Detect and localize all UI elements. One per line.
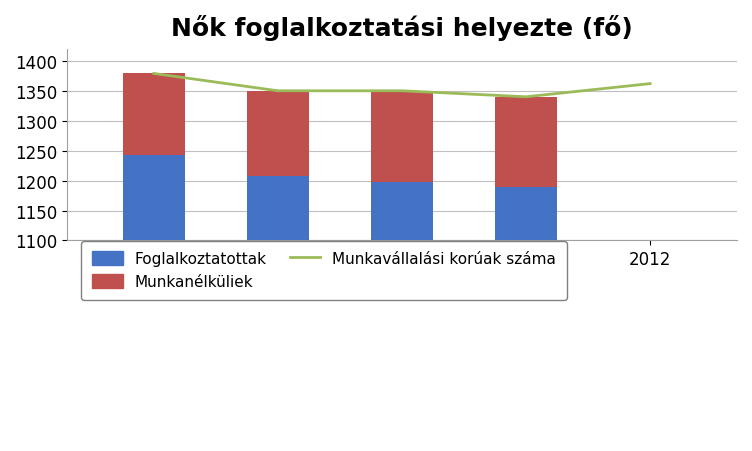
Bar [371, 92, 433, 183]
Munkavállalási korúak száma [274, 89, 283, 94]
Munkavállalási korúak száma [150, 72, 159, 77]
Munkavállalási korúak száma [646, 82, 655, 87]
Bar [495, 97, 557, 187]
Title: Nők foglalkoztatási helyezte (fő): Nők foglalkoztatási helyezte (fő) [171, 15, 633, 41]
Munkavállalási korúak száma [398, 89, 407, 94]
Bar [247, 92, 309, 177]
Bar [495, 187, 557, 451]
Bar [123, 156, 185, 451]
Bar [123, 74, 185, 156]
Legend: Foglalkoztatottak, Munkanélküliek, Munkavállalási korúak száma: Foglalkoztatottak, Munkanélküliek, Munka… [81, 241, 567, 300]
Line: Munkavállalási korúak száma: Munkavállalási korúak száma [154, 74, 650, 97]
Munkavállalási korúak száma [522, 95, 531, 100]
Bar [371, 183, 433, 451]
Bar [247, 177, 309, 451]
